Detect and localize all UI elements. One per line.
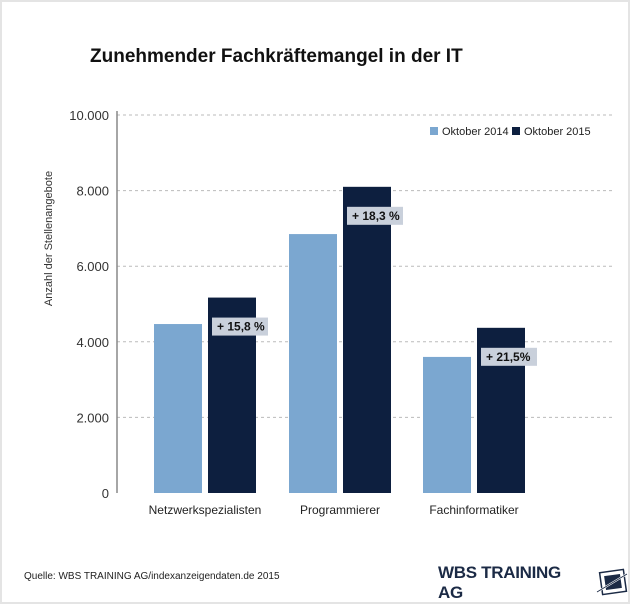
bar-2014 [289,234,337,493]
y-axis-label: Anzahl der Stellenangebote [43,171,55,306]
legend-swatch [512,127,520,135]
legend-swatch [430,127,438,135]
legend-label: Oktober 2014 [442,126,509,138]
source-note: Quelle: WBS TRAINING AG/indexanzeigendat… [24,571,280,582]
annotation-box [212,317,268,336]
y-tick-label: 0 [102,486,109,501]
y-tick-label: 8.000 [76,184,109,199]
wbs-logo: WBS TRAINING AG [438,563,628,602]
x-tick-label: Netzwerkspezialisten [149,503,262,517]
y-tick-label: 6.000 [76,259,109,274]
annotation-label: + 21,5% [486,350,531,364]
chart-title: Zunehmender Fachkräftemangel in der IT [90,46,463,67]
logo-text: WBS TRAINING AG [438,563,561,602]
y-tick-label: 10.000 [69,108,109,123]
bar-2015 [343,186,391,493]
annotation-label: + 15,8 % [217,320,265,334]
bar-2014 [154,324,202,493]
y-tick-label: 4.000 [76,335,109,350]
x-tick-label: Fachinformatiker [429,503,518,517]
annotation-box [481,347,537,366]
bar-chart: 0 2.000 4.000 6.000 8.000 10.000 Anzahl der St… [43,108,612,517]
y-tick-label: 2.000 [76,410,109,425]
legend-label: Oktober 2015 [524,126,591,138]
x-tick-label: Programmierer [300,503,380,517]
bar-2014 [423,356,471,493]
annotation-box [347,206,403,225]
logo-icon [596,568,628,596]
annotation-label: + 18,3 % [352,209,400,223]
